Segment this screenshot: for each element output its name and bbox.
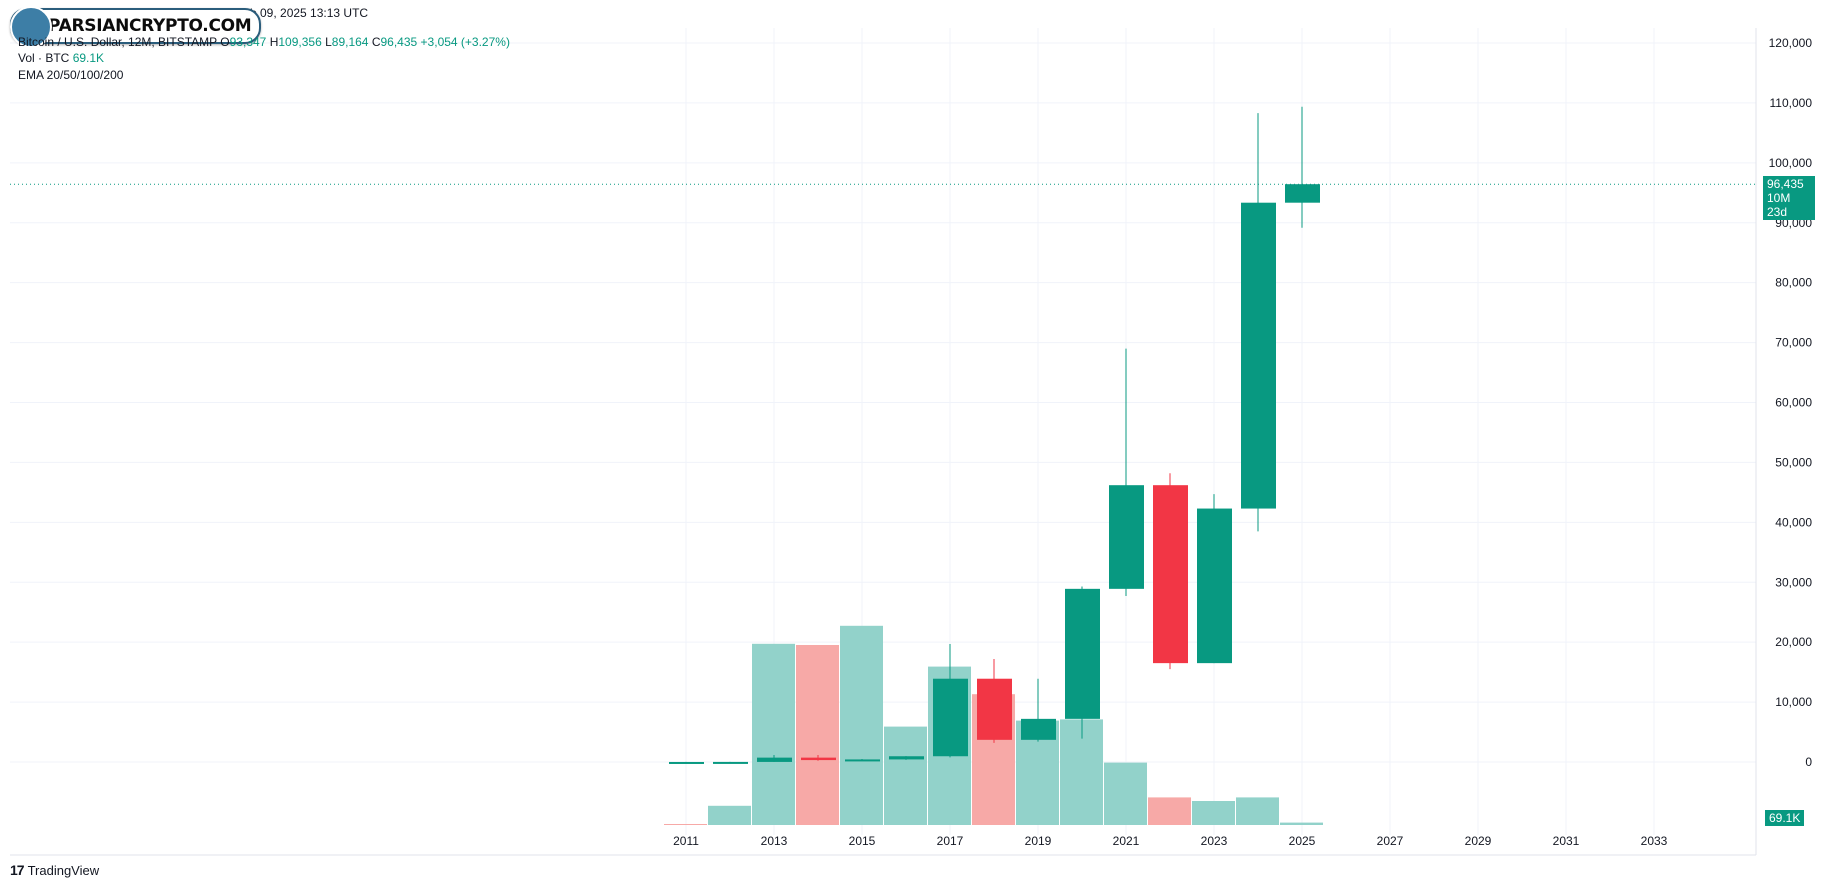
symbol-legend[interactable]: Bitcoin / U.S. Dollar, 12M, BITSTAMP O93… [18, 34, 510, 50]
x-tick-label: 2029 [1465, 834, 1492, 848]
volume-bar [664, 824, 707, 825]
open-label: O [220, 35, 230, 49]
volume-bar [708, 805, 751, 825]
low-value: 89,164 [331, 35, 369, 49]
candle-body [1285, 184, 1320, 203]
candle-body [1197, 508, 1232, 664]
candle-body [845, 759, 880, 762]
candle-body [1153, 485, 1188, 664]
candle-body [1021, 718, 1056, 740]
y-tick-label: 10,000 [1775, 695, 1812, 709]
candle-body [1241, 202, 1276, 509]
candle-body [889, 756, 924, 760]
y-tick-label: 110,000 [1770, 96, 1813, 110]
candlesticks [10, 106, 1756, 764]
candle-body [933, 678, 968, 757]
y-tick-label: 80,000 [1775, 276, 1812, 290]
ema-label: EMA 20/50/100/200 [18, 68, 124, 82]
axes: 120,000110,000100,00090,00080,00070,0006… [10, 28, 1813, 856]
change-value: +3,054 (+3.27%) [420, 35, 510, 49]
published-timestamp: Feb 09, 2025 13:13 UTC [236, 6, 369, 20]
x-tick-label: 2011 [673, 834, 699, 848]
candle-body [977, 678, 1012, 740]
parsiancrypto-logo: PARSIANCRYPTO.COM [10, 6, 262, 48]
volume-bar [1236, 797, 1279, 825]
x-tick-label: 2031 [1553, 834, 1580, 848]
y-tick-label: 20,000 [1775, 635, 1812, 649]
logo-text: PARSIANCRYPTO.COM [48, 16, 252, 36]
y-tick-label: 40,000 [1775, 515, 1812, 529]
volume-bar [1104, 762, 1147, 825]
candle-body [1109, 485, 1144, 589]
volume-bar [1280, 822, 1323, 825]
current-price-value: 96,435 [1767, 177, 1804, 192]
candle-body [669, 761, 704, 764]
y-tick-label: 60,000 [1775, 396, 1812, 410]
y-tick-label: 50,000 [1775, 455, 1812, 469]
logo-icon [10, 6, 52, 48]
candle-body [1065, 588, 1100, 719]
open-value: 93,347 [229, 35, 267, 49]
close-value: 96,435 [380, 35, 418, 49]
volume-bar [796, 645, 839, 825]
candle-body [713, 761, 748, 764]
tradingview-brand-text: TradingView [27, 862, 100, 878]
y-tick-label: 70,000 [1775, 336, 1812, 350]
x-tick-label: 2025 [1289, 834, 1316, 848]
volume-bar [752, 643, 795, 825]
candle-countdown: 10M 23d [1767, 191, 1791, 220]
volume-value: 69.1K [72, 51, 105, 65]
current-price-tag: 96,435 10M 23d [1763, 176, 1815, 221]
y-tick-label: 0 [1805, 755, 1812, 769]
low-label: L [325, 35, 332, 49]
x-tick-label: 2015 [849, 834, 876, 848]
y-tick-label: 100,000 [1769, 156, 1813, 170]
volume-legend[interactable]: Vol · BTC 69.1K [18, 50, 104, 66]
candle-body [801, 757, 836, 761]
high-label: H [269, 35, 279, 49]
volume-bar [884, 726, 927, 825]
tradingview-brand[interactable]: 17 TradingView [10, 862, 99, 878]
ema-legend[interactable]: EMA 20/50/100/200 [18, 67, 123, 83]
x-tick-label: 2017 [937, 834, 964, 848]
tradingview-logo-icon: 17 [10, 862, 25, 878]
volume-bar [840, 625, 883, 825]
candle-body [757, 757, 792, 762]
x-tick-label: 2013 [761, 834, 788, 848]
y-tick-label: 120,000 [1769, 36, 1813, 50]
volume-bar [1148, 797, 1191, 825]
y-tick-label: 30,000 [1775, 575, 1812, 589]
close-label: C [371, 35, 381, 49]
x-tick-label: 2023 [1201, 834, 1228, 848]
high-value: 109,356 [278, 35, 322, 49]
volume-bar [1192, 801, 1235, 825]
x-tick-label: 2021 [1113, 834, 1140, 848]
volume-label: Vol · BTC [18, 51, 70, 65]
x-tick-label: 2019 [1025, 834, 1052, 848]
symbol-name: Bitcoin / U.S. Dollar, 12M, BITSTAMP [18, 35, 217, 49]
volume-bars [664, 625, 1323, 825]
x-tick-label: 2027 [1377, 834, 1404, 848]
volume-tag: 69.1K [1765, 810, 1805, 826]
x-tick-label: 2033 [1641, 834, 1668, 848]
